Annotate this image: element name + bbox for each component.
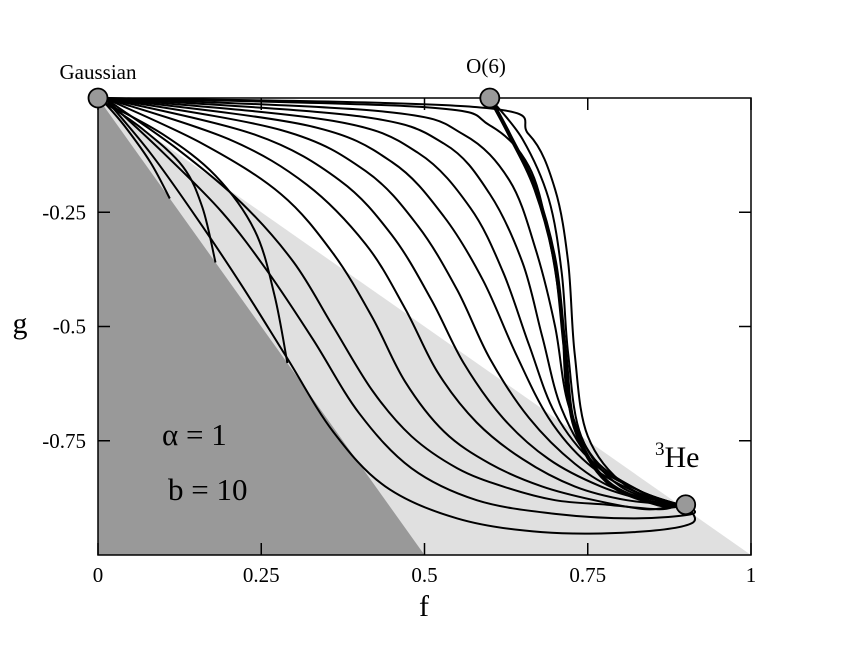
alpha-annotation: α = 1 bbox=[162, 417, 227, 452]
gaussian-label: Gaussian bbox=[60, 60, 137, 84]
x-axis-label: f bbox=[419, 590, 429, 623]
flow-lines bbox=[103, 97, 697, 535]
fixed-points bbox=[87, 87, 697, 516]
x-tick-label: 0.5 bbox=[411, 563, 437, 587]
short-flow-line-2 bbox=[104, 101, 289, 364]
flow-line-11 bbox=[489, 97, 680, 506]
dark-region bbox=[98, 98, 425, 555]
flow-line-1 bbox=[104, 97, 680, 511]
flow-line-3 bbox=[104, 97, 680, 506]
x-tick-label: 0 bbox=[93, 563, 104, 587]
y-tick-label: -0.25 bbox=[42, 200, 86, 224]
b-annotation: b = 10 bbox=[168, 472, 247, 507]
fixed-point-marker bbox=[479, 87, 501, 109]
separatrix-flow-line bbox=[488, 97, 686, 509]
axis-ticks: 0 0.25 0.5 0.75 1 -0.25 -0.5 -0.75 bbox=[42, 98, 756, 587]
flow-line-2 bbox=[104, 97, 680, 506]
x-tick-label: 1 bbox=[746, 563, 757, 587]
x-tick-label: 0.75 bbox=[569, 563, 606, 587]
fixed-point-marker bbox=[87, 87, 109, 109]
overshoot-flow-line-0 bbox=[103, 97, 697, 520]
he3-label: 3He bbox=[655, 439, 699, 474]
flow-line-4 bbox=[104, 97, 680, 506]
he3-main: He bbox=[665, 441, 700, 474]
y-tick-label: -0.5 bbox=[53, 315, 86, 339]
x-tick-label: 0.25 bbox=[243, 563, 280, 587]
y-axis-label: g bbox=[13, 307, 28, 340]
short-flow-line-1 bbox=[103, 101, 217, 263]
y-tick-label: -0.75 bbox=[42, 429, 86, 453]
fixed-point-marker bbox=[675, 494, 697, 516]
flow-line-0 bbox=[103, 97, 680, 511]
flow-line-10 bbox=[104, 97, 680, 506]
overshoot-flow-line-1 bbox=[103, 97, 696, 535]
short-flow-line-0 bbox=[103, 101, 171, 199]
shaded-regions bbox=[98, 98, 751, 555]
o6-label: O(6) bbox=[466, 54, 506, 78]
he3-superscript: 3 bbox=[655, 439, 665, 460]
